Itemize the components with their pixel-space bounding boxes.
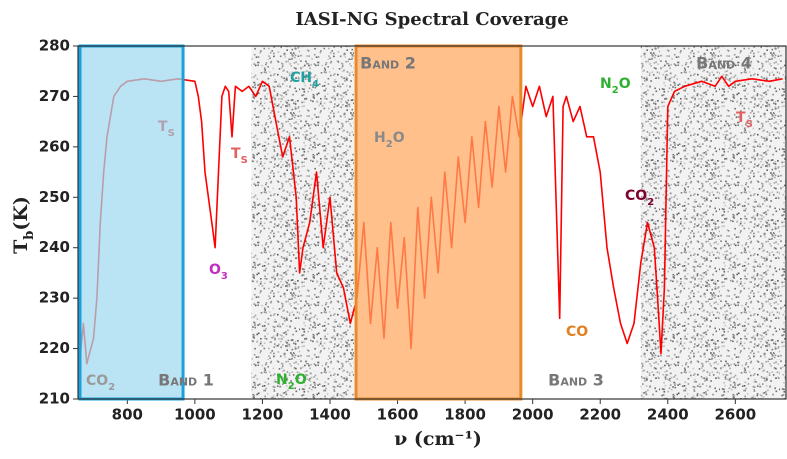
annotation-sub: S (168, 128, 175, 139)
y-tick-label: 240 (39, 238, 70, 256)
shaded-region (251, 46, 354, 399)
annotation: N2O (276, 372, 307, 392)
x-tick-label: 2600 (714, 406, 756, 424)
annotation-sub: 2 (386, 139, 393, 150)
annotation-sub: 3 (221, 271, 228, 282)
y-tick-label: 260 (39, 137, 70, 155)
y-axis-label: Tb(K) (10, 196, 37, 254)
annotation-tail: O (393, 130, 405, 146)
plot-frame (77, 45, 787, 400)
annotation: CO2 (86, 373, 115, 393)
annotation-text: CO (86, 373, 108, 389)
x-tick-label: 1400 (309, 406, 351, 424)
band-box (78, 44, 185, 401)
x-tick-label: 1000 (174, 406, 216, 424)
band-label: Band 4 (696, 54, 752, 73)
annotation-text: N (600, 76, 612, 92)
annotation-sub: 4 (312, 79, 319, 90)
annotation-sub: 2 (108, 382, 115, 393)
annotation: CO (566, 324, 588, 340)
x-tick-label: 2000 (512, 406, 554, 424)
band-label: Band 2 (360, 54, 416, 73)
band-label: Band 3 (548, 371, 604, 390)
annotation: CO2 (625, 188, 654, 208)
band-label: Band 1 (158, 371, 214, 390)
x-tick-label: 2200 (579, 406, 621, 424)
y-tick-label: 270 (39, 87, 70, 105)
annotation: CH4 (290, 70, 319, 90)
annotation: H2O (374, 130, 405, 150)
band-box (354, 44, 523, 401)
x-axis-label: ν (cm⁻¹) (394, 428, 482, 450)
annotation-text: CO (566, 324, 588, 340)
annotation-sub: S (746, 119, 753, 130)
annotation-tail: O (295, 372, 307, 388)
y-tick-label: 230 (39, 289, 70, 307)
annotation-text: T (736, 110, 746, 126)
y-tick-label: 280 (39, 37, 70, 55)
annotation-text: T (231, 146, 241, 162)
annotation-text: N (276, 372, 288, 388)
annotation-text: T (158, 119, 168, 135)
x-tick-label: 1600 (377, 406, 419, 424)
shaded-region (640, 46, 786, 399)
annotation: TS (231, 146, 248, 166)
annotation: O3 (209, 262, 228, 282)
y-tick-label: 250 (39, 188, 70, 206)
annotation-text: CH (290, 70, 312, 86)
annotation: N2O (600, 76, 631, 96)
x-tick-label: 800 (112, 406, 143, 424)
annotation: TS (736, 110, 753, 130)
annotation-text: H (374, 130, 386, 146)
x-tick-label: 1800 (444, 406, 486, 424)
annotation: TS (158, 119, 175, 139)
x-tick-label: 2400 (647, 406, 689, 424)
annotation-text: CO (625, 188, 647, 204)
x-tick-label: 1200 (242, 406, 284, 424)
y-tick-label: 220 (39, 339, 70, 357)
y-label-tail: (K) (10, 196, 32, 231)
annotation-text: O (209, 262, 221, 278)
annotation-sub: 2 (647, 197, 654, 208)
chart-title: IASI-NG Spectral Coverage (295, 9, 568, 30)
annotation-tail: O (619, 76, 631, 92)
y-tick-label: 210 (39, 390, 70, 408)
y-label-main: T (10, 240, 32, 254)
annotation-sub: S (241, 155, 248, 166)
annotation-sub: 2 (612, 85, 619, 96)
y-label-sub: b (22, 231, 37, 240)
annotation-sub: 2 (288, 381, 295, 392)
